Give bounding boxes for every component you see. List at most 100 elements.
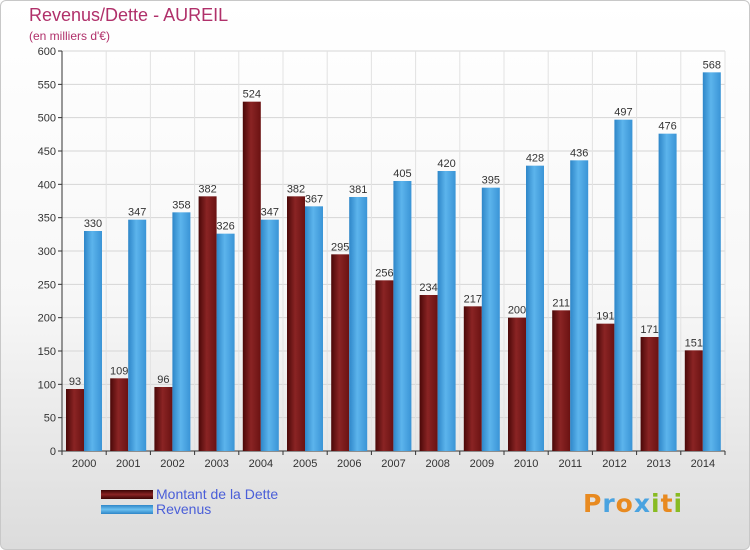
y-tick-label: 100 [38,379,56,391]
debt-value-label: 96 [157,374,169,386]
y-tick-label: 350 [38,213,56,225]
debt-value-label: 382 [198,183,216,195]
logo-letter: o [615,489,634,518]
debt-bar [552,310,571,451]
debt-value-label: 191 [596,311,614,323]
debt-value-label: 382 [287,183,305,195]
revenue-value-label: 367 [305,193,323,205]
logo-letter: P [583,489,603,518]
y-tick-label: 0 [50,446,56,458]
y-tick-label: 250 [38,279,56,291]
bars [66,72,721,452]
y-tick-label: 300 [38,246,56,258]
revenue-bar [349,197,368,451]
revenue-value-label: 330 [84,218,102,230]
revenue-bar [172,212,191,451]
chart-subtitle: (en milliers d'€) [29,29,110,43]
chart-title: Revenus/Dette - AUREIL [29,5,229,25]
x-tick-label: 2006 [337,458,361,470]
x-tick-label: 2004 [249,458,273,470]
debt-bar [287,196,305,451]
proxiti-logo: Proxiti [583,489,683,518]
debt-bar [684,350,703,451]
revenue-bar [84,231,102,451]
x-tick-label: 2001 [116,458,140,470]
y-tick-label: 400 [38,179,56,191]
debt-bar [596,323,615,451]
x-tick-label: 2010 [514,458,538,470]
debt-bar [331,254,350,451]
y-tick-label: 150 [38,346,56,358]
revenue-value-label: 347 [128,207,146,219]
revenue-value-label: 381 [349,184,367,196]
debt-bar [463,306,482,451]
debt-bar [66,389,84,451]
debt-value-label: 211 [552,297,570,309]
debt-value-label: 256 [375,267,393,279]
legend-label-revenue: Revenus [156,501,212,517]
legend-swatch-debt [101,490,153,499]
y-tick-label: 50 [44,413,56,425]
legend-label-debt: Montant de la Dette [156,486,279,502]
debt-bar [375,280,394,451]
y-tick-label: 500 [38,113,56,125]
x-tick-label: 2009 [470,458,494,470]
debt-bar [154,387,173,451]
y-tick-label: 550 [38,79,56,91]
revenue-bar [658,133,677,451]
debt-bar [242,101,261,452]
x-tick-label: 2005 [293,458,317,470]
debt-bar [640,337,659,451]
revenue-value-label: 395 [482,175,500,187]
revenue-value-label: 405 [393,168,411,180]
revenue-bar [481,187,500,451]
revenue-value-label: 476 [658,121,676,133]
revenue-bar [702,72,721,451]
x-tick-label: 2000 [72,458,96,470]
debt-value-label: 524 [243,89,261,101]
revenue-bar [128,219,147,451]
debt-bar [508,317,526,451]
logo-letter: i [673,489,684,518]
revenue-bar [260,219,279,451]
data-labels: 93 109 96 382 524 382 295 256 234 217 200 211 191 171… [69,59,721,388]
debt-value-label: 151 [685,337,703,349]
debt-value-label: 295 [331,241,349,253]
revenue-value-label: 347 [261,207,279,219]
debt-bar [198,196,217,451]
debt-bar [110,378,129,451]
revenue-bar [393,181,412,451]
debt-value-label: 93 [69,376,81,388]
y-tick-label: 600 [38,46,56,58]
y-tick-label: 450 [38,146,56,158]
debt-value-label: 171 [640,324,658,336]
x-tick-label: 2002 [160,458,184,470]
x-tick-label: 2013 [646,458,670,470]
revenue-bar [526,165,544,451]
x-tick-label: 2012 [602,458,626,470]
logo-letter: x [633,489,651,518]
x-tick-label: 2011 [558,458,582,470]
y-tick-label: 200 [38,313,56,325]
revenue-value-label: 428 [526,153,544,165]
x-tick-label: 2014 [691,458,715,470]
revenue-bar [305,206,323,451]
debt-value-label: 109 [110,365,128,377]
revenue-bar [437,171,456,451]
logo-letter: r [602,489,616,518]
debt-value-label: 200 [508,305,526,317]
debt-value-label: 234 [419,282,437,294]
revenue-value-label: 358 [172,199,190,211]
revenue-bar [216,233,235,451]
revenue-value-label: 436 [570,147,588,159]
debt-bar [419,295,438,451]
debt-value-label: 217 [464,293,482,305]
x-tick-label: 2007 [381,458,405,470]
x-tick-label: 2003 [204,458,228,470]
revenue-value-label: 497 [614,107,632,119]
logo-letter: i [651,489,661,518]
logo-letter: t [660,489,674,518]
revenue-value-label: 326 [216,221,234,233]
